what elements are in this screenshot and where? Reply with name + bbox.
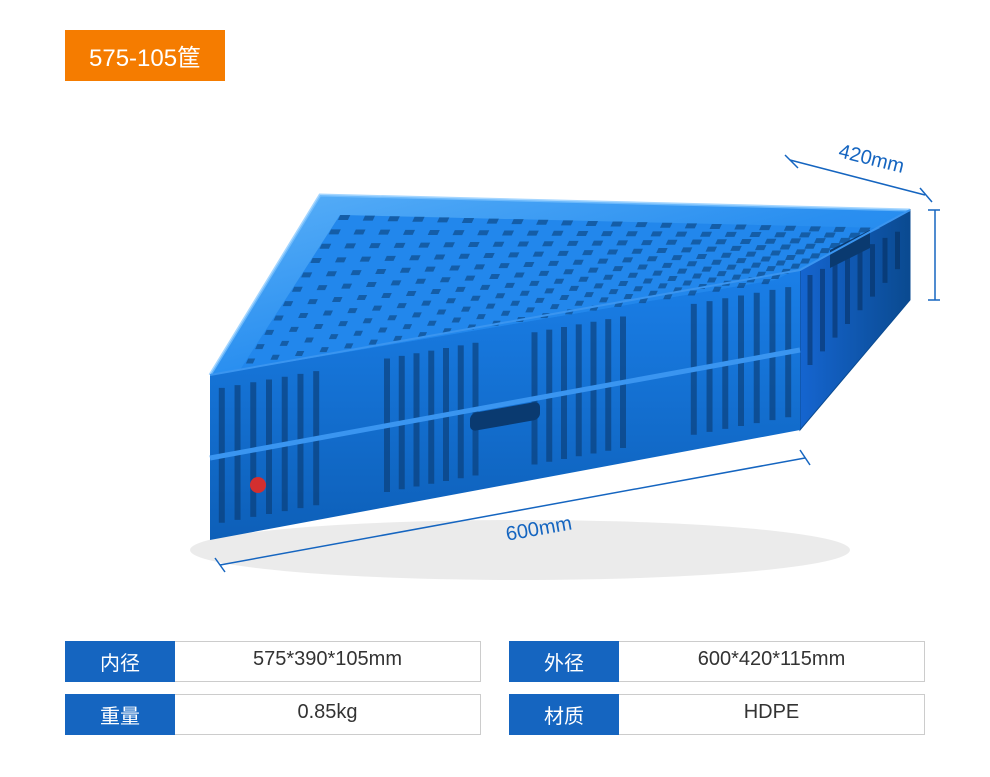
spec-cell-outer: 外径 600*420*115mm: [509, 641, 925, 682]
svg-text:420mm: 420mm: [836, 140, 906, 177]
spec-row: 内径 575*390*105mm 外径 600*420*115mm: [65, 641, 925, 682]
spec-label: 内径: [65, 641, 175, 682]
spec-label: 外径: [509, 641, 619, 682]
crate-illustration: 420mm 115mm 600mm: [150, 140, 940, 610]
spec-table: 内径 575*390*105mm 外径 600*420*115mm 重量 0.8…: [65, 641, 925, 747]
spec-row: 重量 0.85kg 材质 HDPE: [65, 694, 925, 735]
product-badge: 575-105筐: [65, 30, 225, 81]
dim-height: 115mm: [928, 210, 940, 300]
dim-width: 420mm: [785, 140, 932, 202]
brand-dot: [250, 477, 266, 493]
spec-cell-weight: 重量 0.85kg: [65, 694, 481, 735]
spec-value: 0.85kg: [175, 694, 481, 735]
spec-label: 重量: [65, 694, 175, 735]
product-diagram: 420mm 115mm 600mm: [100, 120, 890, 590]
spec-label: 材质: [509, 694, 619, 735]
spec-value: 575*390*105mm: [175, 641, 481, 682]
spec-value: HDPE: [619, 694, 925, 735]
spec-cell-inner: 内径 575*390*105mm: [65, 641, 481, 682]
spec-value: 600*420*115mm: [619, 641, 925, 682]
spec-cell-material: 材质 HDPE: [509, 694, 925, 735]
